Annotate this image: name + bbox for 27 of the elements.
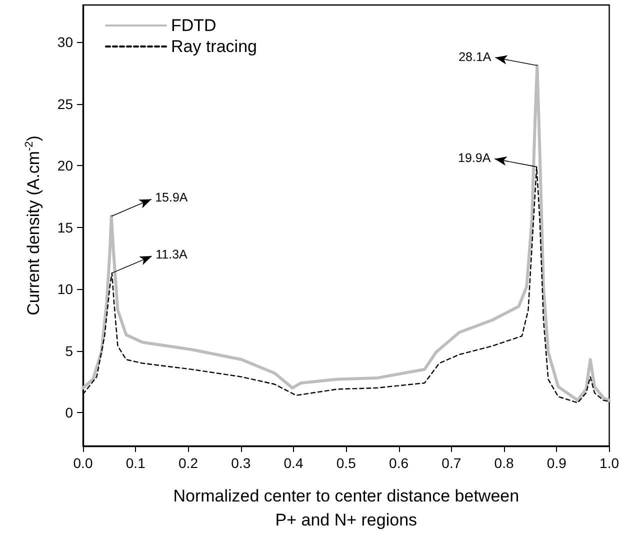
annotation: 28.1A [458,50,492,64]
x-tick-label: 0.3 [231,455,251,471]
y-tick-label: 0 [65,404,74,421]
x-tick-label: 1.0 [600,455,620,471]
y-axis-title: Current density (A.cm-2) [24,136,43,316]
legend-label: Ray tracing [171,37,257,56]
x-tick-label: 0.6 [389,455,409,471]
x-tick-label: 0.1 [126,455,146,471]
y-tick-label: 20 [57,158,74,174]
y-tick-label: 5 [65,342,74,359]
x-tick-label: 0.4 [284,455,304,471]
x-tick-label: 0.0 [73,455,93,471]
x-tick-label: 0.9 [546,455,567,471]
legend-label: FDTD [171,16,216,35]
line-series [82,64,611,402]
annotation: 15.9A [155,190,188,205]
x-tick-label: 0.2 [178,455,198,471]
x-axis-title: Normalized center to center distance between P+ and N+ regions [173,486,520,530]
x-tick-label: 0.5 [336,455,356,471]
annotation: 19.9A [458,151,492,166]
y-tick-label: 10 [57,281,74,298]
x-tick-label: 0.8 [494,455,514,471]
x-tick-label: 0.7 [442,455,462,471]
y-tick-label: 25 [57,96,74,112]
annotation: 11.3A [156,247,188,262]
y-tick-label: 30 [57,34,74,50]
y-tick-label: 15 [57,219,74,236]
